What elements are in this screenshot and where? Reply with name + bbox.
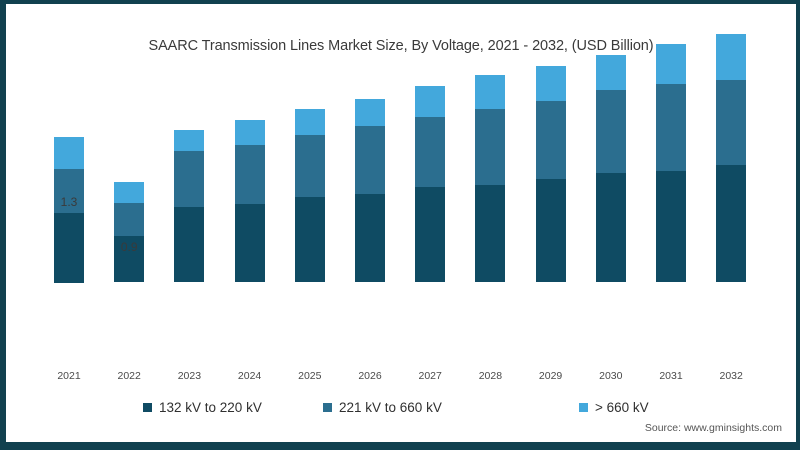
legend-label-132kv-to-220kv: 132 kV to 220 kV <box>159 400 262 415</box>
bar-segment[interactable] <box>535 66 566 101</box>
chart-card: SAARC Transmission Lines Market Size, By… <box>6 4 796 442</box>
bar-segment[interactable] <box>595 55 626 90</box>
x-axis-tick-label: 2031 <box>659 370 683 382</box>
bar-segment[interactable] <box>716 79 747 166</box>
bar-segment[interactable] <box>595 173 626 282</box>
x-axis-tick-label: 2026 <box>358 370 382 382</box>
bar-column[interactable] <box>174 129 205 282</box>
x-axis-tick-label: 2025 <box>298 370 322 382</box>
bar-column[interactable] <box>535 66 566 282</box>
bar-segment[interactable] <box>535 178 566 282</box>
legend-item-above-660kv[interactable]: > 660 kV <box>521 400 751 415</box>
bar-segment[interactable] <box>114 181 145 204</box>
bar-segment[interactable] <box>174 129 205 151</box>
bar-segment[interactable] <box>415 117 446 188</box>
bar-segment[interactable] <box>475 108 506 186</box>
bar-column[interactable] <box>294 108 325 282</box>
bar-segment[interactable] <box>475 185 506 282</box>
bar-column[interactable] <box>595 55 626 282</box>
x-axis-tick-label: 2024 <box>237 370 262 382</box>
bar-segment[interactable] <box>535 100 566 179</box>
bar-column[interactable] <box>54 137 84 284</box>
bar-segment[interactable] <box>656 170 686 282</box>
bar-column[interactable] <box>415 86 446 282</box>
bar-segment[interactable] <box>415 187 446 282</box>
bar-segment[interactable] <box>294 197 325 282</box>
legend-label-221kv-to-660kv: 221 kV to 660 kV <box>339 400 442 415</box>
plot-area: 2021 2022 2023 2024 2025 2026 2027 2028 2029 2030… <box>6 4 796 382</box>
chart-legend: 132 kV to 220 kV 221 kV to 660 kV > 660 … <box>6 400 796 415</box>
x-axis-tick-label: 2030 <box>599 370 623 382</box>
bar-column[interactable] <box>475 75 506 282</box>
legend-swatch-221kv-to-660kv <box>323 403 332 412</box>
chart-title: SAARC Transmission Lines Market Size, By… <box>148 38 654 54</box>
bar-value-label: 1.3 <box>60 195 78 210</box>
bar-segment[interactable] <box>234 204 265 282</box>
legend-item-221kv-to-660kv[interactable]: 221 kV to 660 kV <box>271 400 521 415</box>
legend-swatch-132kv-to-220kv <box>143 403 152 412</box>
bar-value-label: 0.9 <box>120 239 138 254</box>
bar-segment[interactable] <box>54 168 84 214</box>
x-axis-tick-label: 2027 <box>418 370 442 382</box>
bar-segment[interactable] <box>415 86 446 118</box>
x-axis-tick-label: 2022 <box>117 370 141 382</box>
bar-segment[interactable] <box>656 84 686 171</box>
bar-column[interactable] <box>656 44 686 282</box>
bar-segment[interactable] <box>54 213 84 284</box>
bar-segment[interactable] <box>54 137 84 169</box>
bar-segment[interactable] <box>595 89 626 174</box>
bar-segment[interactable] <box>114 236 145 282</box>
bar-segment[interactable] <box>716 165 747 282</box>
legend-item-132kv-to-220kv[interactable]: 132 kV to 220 kV <box>51 400 271 415</box>
bar-segment[interactable] <box>355 126 385 195</box>
bar-column[interactable] <box>234 119 265 282</box>
bar-segment[interactable] <box>656 44 686 85</box>
legend-label-above-660kv: > 660 kV <box>595 400 649 415</box>
bar-segment[interactable] <box>355 98 385 127</box>
bar-segment[interactable] <box>294 108 325 136</box>
x-axis-tick-label: 2029 <box>538 370 563 382</box>
bar-segment[interactable] <box>234 145 265 205</box>
legend-swatch-above-660kv <box>579 403 588 412</box>
bar-column[interactable] <box>716 34 747 282</box>
bar-segment[interactable] <box>716 34 747 80</box>
bar-segment[interactable] <box>174 150 205 208</box>
bar-segment[interactable] <box>114 203 145 237</box>
bar-column[interactable] <box>114 181 145 282</box>
bar-segment[interactable] <box>475 75 506 109</box>
bar-column[interactable] <box>355 98 385 282</box>
x-axis-tick-label: 2023 <box>177 370 202 382</box>
bar-segment[interactable] <box>174 207 205 282</box>
source-attribution: Source: www.gminsights.com <box>644 422 782 434</box>
bar-segment[interactable] <box>234 119 265 146</box>
bar-segment[interactable] <box>355 194 385 282</box>
bar-segment[interactable] <box>294 135 325 198</box>
x-axis-tick-label: 2028 <box>478 370 503 382</box>
x-axis-tick-label: 2032 <box>719 370 743 382</box>
x-axis-tick-label: 2021 <box>57 370 81 382</box>
